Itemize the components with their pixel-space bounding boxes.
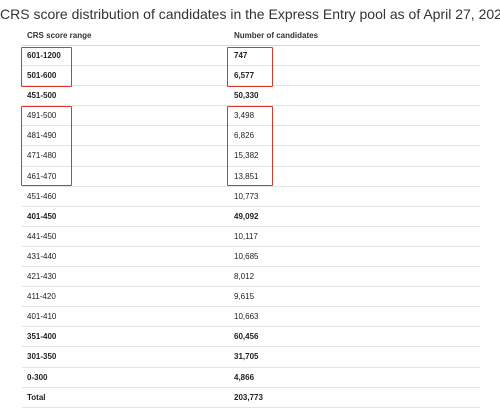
crs-range-cell: 441-450 [27, 231, 57, 241]
crs-range-cell: 421-430 [27, 272, 57, 282]
candidate-count-cell: 4,866 [234, 372, 255, 382]
table-row: 401-450 49,092 [22, 207, 480, 227]
table-row: 421-430 8,012 [22, 267, 480, 288]
table-row: 471-480 15,382 [22, 146, 480, 167]
table-body: 601-1200 747 501-600 6,577 451-500 50,330 491-… [22, 46, 480, 408]
crs-range-cell: Total [27, 392, 46, 402]
table-header-row: CRS score range Number of candidates [22, 29, 480, 46]
table-row: 351-400 60,456 [22, 327, 480, 348]
table-row: 431-440 10,685 [22, 247, 480, 268]
crs-range-cell: 451-460 [27, 191, 57, 201]
crs-range-cell: 461-470 [27, 171, 57, 181]
candidate-count-cell: 13,851 [234, 171, 259, 181]
highlight-box-sub-counts [227, 106, 273, 186]
table-row: 301-350 31,705 [22, 347, 480, 368]
candidate-count-cell: 9,615 [234, 292, 255, 302]
candidate-count-cell: 6,577 [234, 71, 255, 81]
crs-range-cell: 301-350 [27, 352, 57, 362]
candidate-count-cell: 3,498 [234, 111, 255, 121]
table-row: 451-500 50,330 [22, 86, 480, 107]
candidate-count-cell: 8,012 [234, 272, 255, 282]
crs-range-cell: 501-600 [27, 71, 57, 81]
crs-range-cell: 0-300 [27, 372, 48, 382]
candidate-count-cell: 10,685 [234, 251, 259, 261]
crs-range-cell: 401-450 [27, 211, 57, 221]
candidate-count-cell: 60,456 [234, 332, 259, 342]
table-row: 501-600 6,577 [22, 66, 480, 87]
table-row: 601-1200 747 [22, 46, 480, 67]
crs-range-cell: 601-1200 [27, 51, 61, 60]
table-row: 411-420 9,615 [22, 287, 480, 308]
highlight-box-top-counts [227, 47, 273, 87]
candidate-count-cell: 15,382 [234, 151, 259, 161]
header-number-of-candidates: Number of candidates [234, 31, 319, 40]
candidate-count-cell: 6,826 [234, 131, 255, 141]
table-row: 441-450 10,117 [22, 227, 480, 247]
table-row: 481-490 6,826 [22, 126, 480, 147]
crs-range-cell: 471-480 [27, 151, 57, 161]
crs-range-cell: 481-490 [27, 131, 57, 141]
table-row: 451-460 10,773 [22, 187, 480, 207]
candidate-count-cell: 203,773 [234, 392, 263, 402]
table-row: 491-500 3,498 [22, 106, 480, 127]
candidate-count-cell: 49,092 [234, 211, 259, 221]
candidate-count-cell: 10,663 [234, 312, 259, 322]
crs-range-cell: 351-400 [27, 332, 57, 342]
header-crs-score-range: CRS score range [27, 31, 92, 40]
crs-range-cell: 451-500 [27, 91, 57, 101]
table-row: 0-300 4,866 [22, 368, 480, 388]
candidate-count-cell: 747 [234, 51, 248, 60]
table-row: 401-410 10,663 [22, 307, 480, 328]
table-row: 461-470 13,851 [22, 167, 480, 187]
crs-range-cell: 431-440 [27, 251, 57, 261]
highlight-box-top-ranges [21, 47, 72, 87]
candidate-count-cell: 50,330 [234, 91, 259, 101]
crs-range-cell: 411-420 [27, 292, 56, 302]
crs-range-cell: 491-500 [27, 111, 57, 121]
highlight-box-sub-ranges [21, 106, 72, 186]
candidate-count-cell: 10,773 [234, 191, 259, 201]
table-row: Total 203,773 [22, 388, 480, 408]
table-title: CRS score distribution of candidates in … [0, 6, 500, 22]
candidate-count-cell: 31,705 [234, 352, 259, 362]
crs-range-cell: 401-410 [27, 312, 57, 322]
candidate-count-cell: 10,117 [234, 231, 258, 241]
